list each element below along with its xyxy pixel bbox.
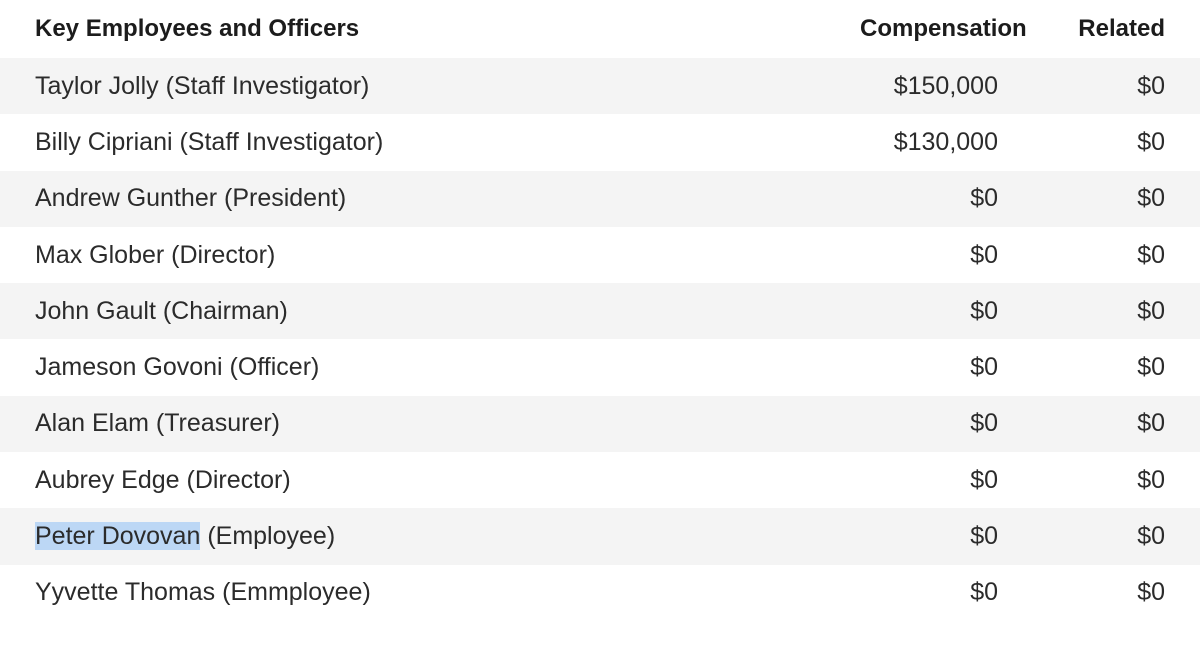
compensation-value: $0	[970, 184, 998, 213]
related-value: $0	[1137, 522, 1165, 551]
employee-name[interactable]: Alan Elam (Treasurer)	[35, 409, 280, 438]
related-value: $0	[1137, 578, 1165, 607]
employee-name[interactable]: Peter Dovovan (Employee)	[0, 522, 860, 551]
table-row: Billy Cipriani (Staff Investigator) $130…	[0, 114, 1200, 170]
table-row: Andrew Gunther (President) $0 $0	[0, 170, 1200, 227]
employee-role: (Employee)	[200, 522, 336, 551]
key-employees-table: Key Employees and Officers Compensation …	[0, 0, 1200, 621]
header-compensation: Compensation	[860, 15, 1027, 42]
table-row: John Gault (Chairman) $0 $0	[0, 283, 1200, 340]
compensation-value: $150,000	[893, 71, 998, 100]
related-value: $0	[1137, 296, 1165, 325]
employee-name[interactable]: Max Glober (Director)	[35, 240, 276, 269]
compensation-value: $0	[970, 353, 998, 382]
compensation-value: $0	[970, 240, 998, 269]
table-header: Key Employees and Officers Compensation …	[0, 0, 1200, 58]
table-row: Taylor Jolly (Staff Investigator) $150,0…	[0, 58, 1200, 115]
employee-name[interactable]: Billy Cipriani (Staff Investigator)	[35, 127, 384, 156]
related-value: $0	[1137, 409, 1165, 438]
employee-name[interactable]: Andrew Gunther (President)	[35, 184, 347, 213]
compensation-value: $0	[970, 409, 998, 438]
compensation-value: $0	[970, 578, 998, 607]
table-row: Jameson Govoni (Officer) $0 $0	[0, 339, 1200, 395]
related-value: $0	[1137, 127, 1165, 156]
related-value: $0	[1137, 184, 1165, 213]
related-value: $0	[1137, 465, 1165, 494]
employee-name[interactable]: John Gault (Chairman)	[35, 296, 288, 325]
employee-name[interactable]: Yyvette Thomas (Emmployee)	[35, 578, 371, 607]
related-value: $0	[1137, 353, 1165, 382]
selected-text[interactable]: Peter Dovovan	[35, 522, 201, 551]
table-row: Alan Elam (Treasurer) $0 $0	[0, 395, 1200, 453]
compensation-value: $0	[970, 296, 998, 325]
table-row: Max Glober (Director) $0 $0	[0, 227, 1200, 283]
related-value: $0	[1137, 71, 1165, 100]
compensation-value: $0	[970, 465, 998, 494]
header-related: Related	[1078, 15, 1165, 42]
employee-name[interactable]: Taylor Jolly (Staff Investigator)	[35, 71, 370, 100]
compensation-value: $130,000	[893, 127, 998, 156]
compensation-value: $0	[970, 522, 998, 551]
header-name: Key Employees and Officers	[35, 15, 360, 42]
table-row: Yyvette Thomas (Emmployee) $0 $0	[0, 565, 1200, 621]
employee-name[interactable]: Jameson Govoni (Officer)	[35, 353, 320, 382]
employee-name[interactable]: Aubrey Edge (Director)	[35, 465, 291, 494]
table-row: Peter Dovovan (Employee) $0 $0	[0, 508, 1200, 565]
related-value: $0	[1137, 240, 1165, 269]
table-row: Aubrey Edge (Director) $0 $0	[0, 452, 1200, 508]
